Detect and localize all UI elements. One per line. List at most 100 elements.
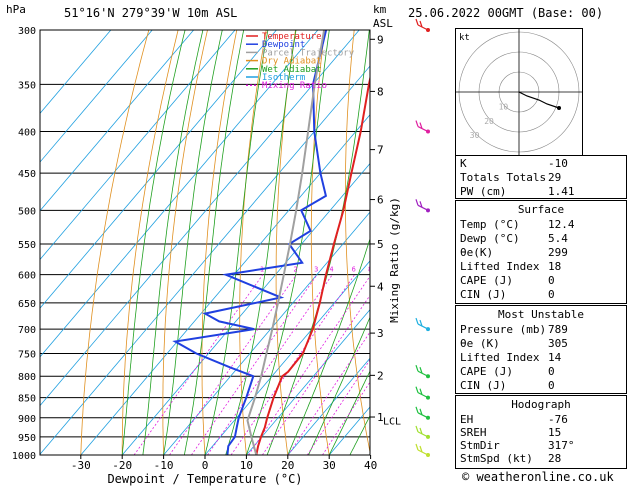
wet-adiabat-line — [287, 237, 370, 455]
wind-barb-feather — [419, 319, 423, 327]
asl-unit-label: ASL — [373, 17, 393, 30]
mixing-ratio-line — [133, 274, 264, 455]
legend-label: Parcel Trajectory — [262, 48, 355, 58]
legend-label: Isotherm — [262, 73, 305, 83]
index-key: K — [460, 157, 467, 170]
legend-label: Dewpoint — [262, 40, 305, 50]
station-location: 51°16'N 279°39'W 10m ASL — [64, 6, 238, 20]
surface-row: CAPE (J) 0 — [456, 274, 626, 287]
wind-barb-feather — [419, 427, 423, 435]
index-key: Pressure (mb) — [460, 323, 547, 336]
wind-barb-station — [426, 28, 430, 32]
pressure-tick-label: 350 — [18, 80, 36, 91]
isotherm-line — [40, 30, 277, 309]
mixing-ratio-label: 20 — [423, 266, 431, 274]
wet-adiabat-line — [121, 30, 186, 455]
hodograph-kt-label: kt — [459, 33, 470, 43]
wind-barb-feather — [415, 317, 419, 325]
x-tick-label: -20 — [112, 459, 132, 472]
hodograph-indices-box: Hodograph EH -76 SREH 15 StmDir 317° StmSpd… — [455, 395, 627, 469]
series-temperature — [255, 74, 370, 455]
index-value: 0 — [548, 288, 555, 301]
index-value: 317° — [548, 439, 575, 452]
mixing-ratio-line — [287, 331, 370, 455]
x-tick-label: -30 — [71, 459, 91, 472]
mixing-ratio-line — [191, 274, 318, 455]
legend-label: Wet Adiabat — [262, 65, 322, 75]
hodograph-end-point — [557, 106, 561, 110]
mixing-ratio-line — [262, 294, 370, 455]
isotherm-line — [246, 308, 370, 455]
wind-barb-feather — [415, 386, 419, 393]
mixing-ratio-axis-label: Mixing Ratio (g/kg) — [388, 197, 401, 323]
most-unstable-row: θe (K) 305 — [456, 337, 626, 350]
isotherm-line — [40, 65, 370, 455]
index-value: 299 — [548, 246, 568, 259]
legend-label: Mixing Ratio — [262, 81, 327, 91]
isotherm-line — [40, 30, 319, 358]
pressure-tick-label: 450 — [18, 169, 36, 180]
most-unstable-row: CAPE (J) 0 — [456, 365, 626, 378]
wind-barb-feather — [415, 365, 419, 372]
index-value: 1.41 — [548, 185, 575, 198]
series-dewpoint — [172, 30, 328, 455]
height-tick-label: 6 — [377, 194, 384, 207]
pressure-tick-label: 900 — [18, 414, 36, 425]
index-key: θe(K) — [460, 246, 494, 259]
wind-barb-feather — [415, 18, 419, 26]
wind-barb-station — [426, 434, 430, 439]
index-key: Lifted Index — [460, 351, 540, 364]
hodograph-ring-label: 30 — [470, 131, 480, 140]
index-key: CIN (J) — [460, 379, 507, 392]
surface-row: Temp (°C) 12.4 — [456, 218, 626, 231]
dry-adiabat-line — [162, 30, 208, 455]
hodograph-row: StmDir 317° — [456, 439, 626, 452]
pressure-tick-label: 550 — [18, 240, 36, 251]
index-row-k: K -10 — [456, 157, 626, 170]
km-unit-label: km — [373, 3, 387, 16]
pressure-tick-label: 400 — [18, 128, 36, 139]
mixing-ratio-line — [306, 358, 370, 455]
x-tick-label: 40 — [364, 459, 377, 472]
index-key: StmSpd (kt) — [460, 452, 533, 465]
index-row-pw: PW (cm) 1.41 — [456, 185, 626, 198]
wind-barb-feather — [419, 388, 423, 395]
x-tick-label: 20 — [281, 459, 294, 472]
pressure-tick-label: 300 — [18, 26, 36, 37]
isotherm-line — [40, 30, 194, 212]
dry-adiabat-line — [410, 30, 453, 455]
index-key: StmDir — [460, 439, 500, 452]
isotherm-line — [204, 260, 370, 455]
hodograph-ring-label: 10 — [499, 102, 509, 111]
most-unstable-row: CIN (J) 0 — [456, 379, 626, 392]
wind-barb-feather — [419, 408, 423, 415]
dry-adiabat-line — [239, 30, 267, 455]
index-value: 305 — [548, 337, 568, 350]
most-unstable-box: Most Unstable Pressure (mb) 789 θe (K) 305… — [455, 305, 627, 394]
wet-adiabat-line — [225, 30, 297, 455]
wind-barb-station — [426, 208, 430, 213]
wind-barb-feather — [415, 406, 419, 413]
surface-row: Lifted Index 18 — [456, 260, 626, 273]
wet-adiabat-line — [163, 30, 223, 455]
isotherm-line — [40, 30, 360, 407]
most-unstable-row: Lifted Index 14 — [456, 351, 626, 364]
index-key: EH — [460, 413, 474, 426]
mixing-ratio-line — [322, 381, 370, 455]
pressure-tick-label: 700 — [18, 325, 36, 336]
height-tick-label: 2 — [377, 369, 384, 382]
height-tick-label: 4 — [377, 280, 384, 293]
index-value: 29 — [548, 171, 562, 184]
hpa-unit-label: hPa — [6, 3, 26, 16]
dry-adiabat-line — [80, 30, 150, 455]
mixing-ratio-label: 2 — [293, 266, 297, 274]
height-tick-label: 7 — [377, 144, 384, 157]
mixing-ratio-line — [169, 274, 297, 455]
wind-barb-station — [426, 374, 430, 379]
index-value: 789 — [548, 323, 568, 336]
index-value: 0 — [548, 365, 555, 378]
x-tick-label: -10 — [154, 459, 174, 472]
surface-row: θe(K) 299 — [456, 246, 626, 259]
index-value: -10 — [548, 157, 568, 170]
